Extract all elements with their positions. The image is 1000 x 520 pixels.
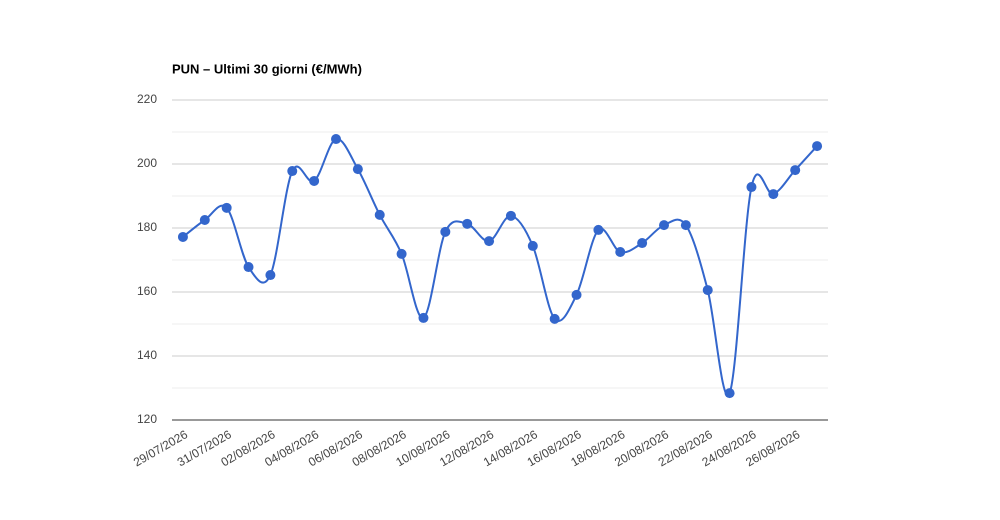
point (243, 262, 254, 273)
chart-title: PUN – Ultimi 30 giorni (€/MWh) (172, 61, 362, 76)
y-tick-label: 200 (137, 156, 157, 170)
point (199, 215, 210, 225)
point (440, 226, 451, 237)
y-tick-label: 180 (137, 220, 157, 234)
point (265, 270, 276, 281)
point (790, 165, 801, 176)
point (637, 238, 648, 249)
point (680, 220, 691, 231)
point (396, 248, 407, 259)
point (549, 313, 560, 324)
point (527, 240, 538, 251)
point (418, 312, 429, 323)
point (659, 220, 669, 231)
point (768, 189, 779, 200)
point (812, 141, 823, 152)
point (331, 134, 341, 145)
point (746, 182, 757, 193)
line (182, 138, 818, 397)
point (177, 231, 188, 242)
point (615, 247, 626, 257)
y-tick-label: 120 (137, 412, 157, 426)
point (702, 285, 713, 296)
point (593, 224, 604, 235)
y-tick-label: 160 (137, 284, 157, 298)
point (374, 209, 385, 220)
point (287, 166, 298, 177)
y-tick-label: 140 (137, 348, 157, 362)
point (571, 289, 582, 300)
point (462, 218, 473, 229)
point (505, 210, 516, 221)
point (352, 164, 363, 175)
y-tick-label: 220 (137, 92, 157, 106)
point (309, 175, 320, 186)
point (484, 236, 495, 247)
point (724, 388, 735, 399)
point (221, 202, 232, 213)
